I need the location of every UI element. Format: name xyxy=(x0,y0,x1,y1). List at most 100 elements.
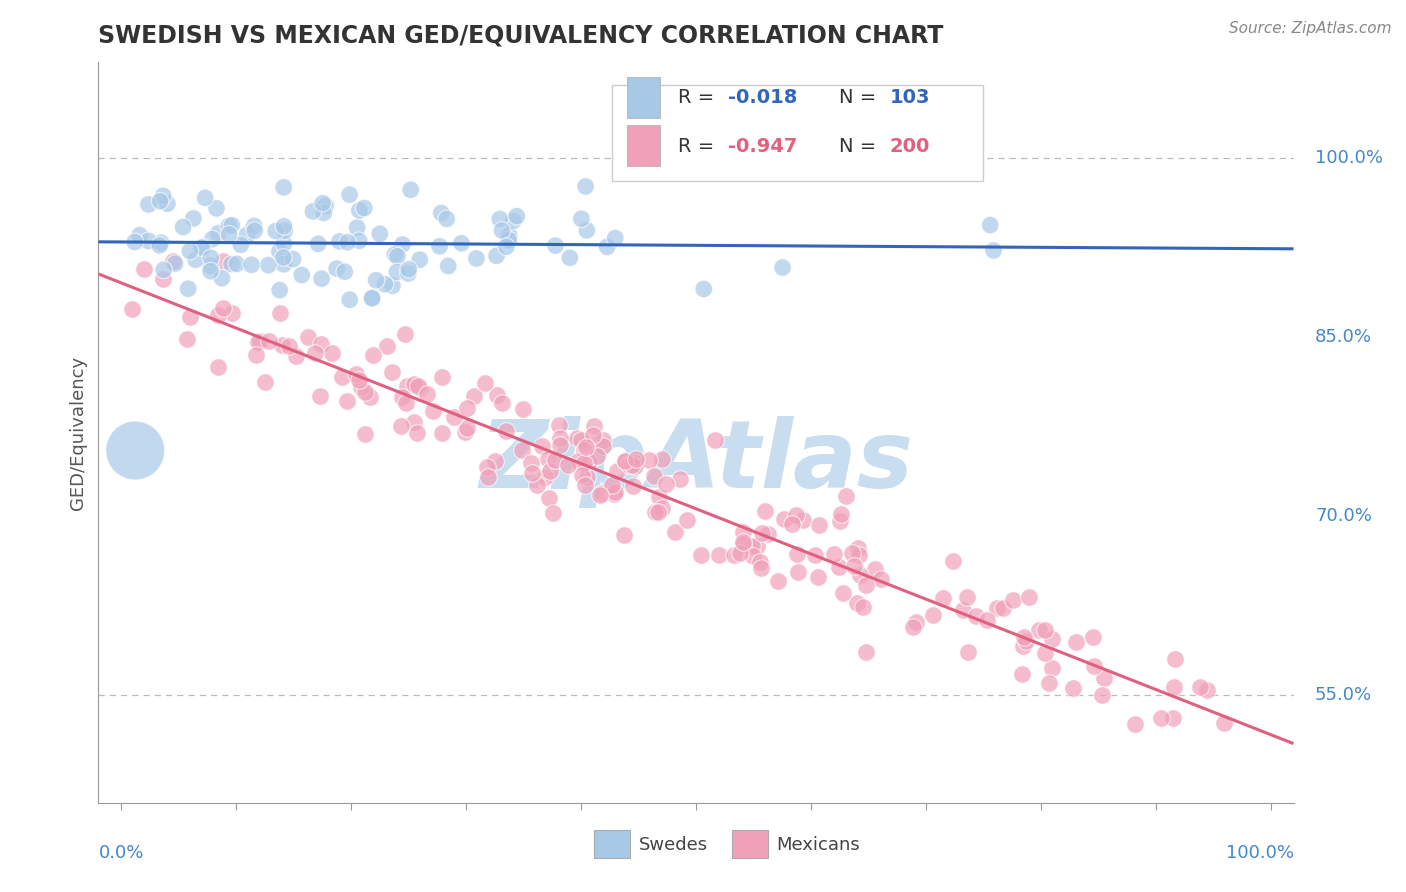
Point xyxy=(309,336,332,351)
Point xyxy=(384,247,406,261)
Point xyxy=(1033,623,1056,637)
Point xyxy=(807,518,830,533)
Point xyxy=(344,367,367,381)
Point xyxy=(748,555,770,569)
Point xyxy=(128,228,150,243)
Point xyxy=(387,249,409,263)
Point xyxy=(395,378,418,392)
Point xyxy=(150,235,173,250)
Point xyxy=(1033,647,1056,661)
Point xyxy=(200,259,222,273)
Point xyxy=(375,339,398,353)
Point xyxy=(200,264,222,278)
Point xyxy=(152,189,174,203)
Point xyxy=(191,240,214,254)
Point xyxy=(450,236,472,251)
Point xyxy=(531,439,554,453)
Point xyxy=(398,262,420,277)
Point xyxy=(901,620,924,634)
Point xyxy=(315,199,337,213)
Point xyxy=(165,257,187,271)
Text: Swedes: Swedes xyxy=(638,836,707,854)
Point xyxy=(572,456,595,470)
Point xyxy=(835,490,858,504)
Point xyxy=(422,404,444,418)
Point xyxy=(200,251,222,265)
Point xyxy=(651,500,673,515)
Point xyxy=(149,194,172,209)
Point xyxy=(669,472,692,486)
Point xyxy=(211,301,233,315)
Point xyxy=(179,310,201,325)
Point xyxy=(1090,688,1112,702)
Point xyxy=(361,348,384,362)
Point xyxy=(409,381,432,395)
Point xyxy=(218,219,240,233)
Point xyxy=(786,548,808,562)
Point xyxy=(565,431,588,445)
Point xyxy=(430,206,453,220)
Point xyxy=(212,254,235,268)
Point xyxy=(132,261,155,276)
Point xyxy=(416,386,439,401)
Point xyxy=(731,524,754,539)
Point xyxy=(406,378,429,392)
Point xyxy=(184,252,207,267)
Point xyxy=(591,486,613,500)
Point xyxy=(828,559,851,574)
Point xyxy=(1038,676,1060,690)
Bar xyxy=(627,78,661,118)
Point xyxy=(284,349,307,363)
Point xyxy=(533,470,555,484)
Point xyxy=(152,272,174,286)
Point xyxy=(571,211,593,226)
Point xyxy=(207,227,229,241)
Point xyxy=(512,401,534,416)
Bar xyxy=(627,126,661,166)
Point xyxy=(207,308,229,322)
Point xyxy=(979,218,1001,232)
Point xyxy=(676,512,699,526)
Point xyxy=(312,206,335,220)
Point xyxy=(965,609,987,624)
Point xyxy=(571,468,593,483)
Point xyxy=(236,227,259,242)
Text: R =: R = xyxy=(678,88,720,107)
Point xyxy=(273,180,295,194)
Point xyxy=(846,541,869,555)
Point xyxy=(264,224,287,238)
Point xyxy=(491,223,513,237)
Point xyxy=(558,251,581,265)
Point xyxy=(548,431,571,445)
Point xyxy=(1083,630,1105,644)
Point xyxy=(409,252,432,267)
Point xyxy=(709,548,731,562)
Point xyxy=(932,591,955,606)
Point xyxy=(848,548,870,562)
Point xyxy=(1015,633,1038,648)
Point xyxy=(361,291,384,305)
Point xyxy=(787,566,810,580)
Point xyxy=(454,425,477,439)
Point xyxy=(430,369,453,384)
Point xyxy=(1064,635,1087,649)
Point xyxy=(245,348,267,362)
Point xyxy=(1062,681,1084,695)
Y-axis label: GED/Equivalency: GED/Equivalency xyxy=(69,356,87,509)
Point xyxy=(600,478,623,492)
Point xyxy=(436,211,458,226)
Point xyxy=(742,549,765,563)
Point xyxy=(491,396,513,410)
Point xyxy=(389,419,412,434)
Point xyxy=(396,267,419,281)
Point xyxy=(273,251,295,265)
Point xyxy=(647,505,669,519)
Point xyxy=(731,534,754,549)
Point xyxy=(520,467,543,481)
Point xyxy=(247,335,270,350)
Text: 55.0%: 55.0% xyxy=(1315,686,1372,705)
Point xyxy=(406,425,429,440)
Text: N =: N = xyxy=(839,136,883,155)
Text: ZipAtlas: ZipAtlas xyxy=(479,417,912,508)
Point xyxy=(495,240,517,254)
